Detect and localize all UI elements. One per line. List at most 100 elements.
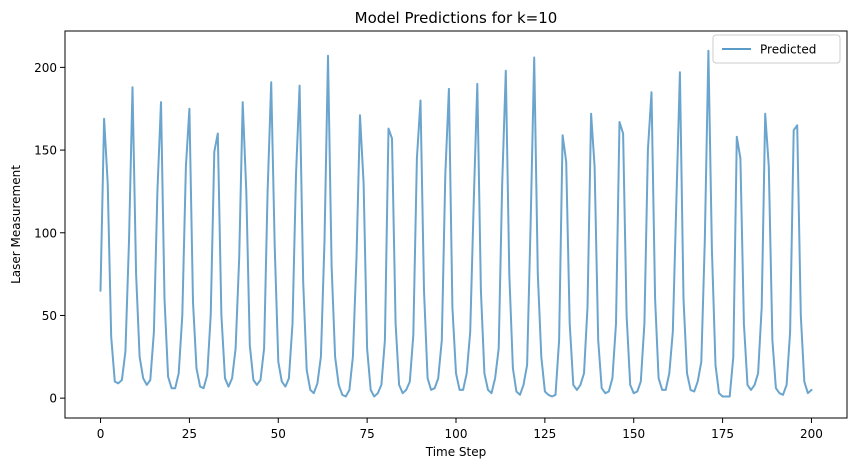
data-point-159 bbox=[665, 389, 667, 391]
data-point-33 bbox=[217, 133, 219, 135]
data-point-7 bbox=[125, 351, 127, 353]
data-point-140 bbox=[597, 339, 599, 341]
data-point-6 bbox=[121, 379, 123, 381]
data-point-44 bbox=[256, 384, 258, 386]
data-point-18 bbox=[164, 298, 166, 300]
data-point-36 bbox=[228, 386, 230, 388]
data-point-194 bbox=[789, 331, 791, 333]
data-point-102 bbox=[462, 389, 464, 391]
x-tick-label: 25 bbox=[182, 427, 197, 441]
data-point-191 bbox=[779, 392, 781, 394]
data-point-23 bbox=[182, 315, 184, 317]
data-point-175 bbox=[722, 396, 724, 398]
data-point-156 bbox=[654, 298, 656, 300]
x-tick-label: 0 bbox=[97, 427, 105, 441]
data-point-13 bbox=[146, 384, 148, 386]
data-point-65 bbox=[331, 265, 333, 267]
data-point-152 bbox=[640, 381, 642, 383]
data-point-53 bbox=[288, 378, 290, 380]
data-point-185 bbox=[757, 373, 759, 375]
data-point-173 bbox=[715, 364, 717, 366]
data-point-93 bbox=[430, 389, 432, 391]
data-point-193 bbox=[786, 384, 788, 386]
data-point-116 bbox=[512, 368, 514, 370]
data-point-39 bbox=[238, 257, 240, 259]
data-point-45 bbox=[260, 379, 262, 381]
data-point-62 bbox=[320, 356, 322, 358]
data-point-131 bbox=[565, 161, 567, 163]
data-point-84 bbox=[398, 384, 400, 386]
data-point-75 bbox=[366, 348, 368, 350]
data-point-166 bbox=[690, 389, 692, 391]
data-point-85 bbox=[402, 392, 404, 394]
predicted-series-line bbox=[99, 49, 813, 398]
x-tick-label: 50 bbox=[271, 427, 286, 441]
data-point-195 bbox=[793, 129, 795, 131]
data-point-56 bbox=[299, 85, 301, 87]
data-point-145 bbox=[615, 323, 617, 325]
y-tick-label: 0 bbox=[49, 392, 57, 406]
data-point-1 bbox=[103, 118, 105, 120]
data-point-162 bbox=[676, 199, 678, 201]
data-point-153 bbox=[644, 323, 646, 325]
data-point-49 bbox=[274, 245, 276, 247]
data-point-19 bbox=[167, 376, 169, 378]
data-point-4 bbox=[114, 381, 116, 383]
data-point-122 bbox=[533, 57, 535, 59]
data-point-132 bbox=[569, 323, 571, 325]
data-point-147 bbox=[622, 133, 624, 135]
data-point-14 bbox=[150, 379, 152, 381]
data-point-192 bbox=[782, 394, 784, 396]
data-point-103 bbox=[466, 373, 468, 375]
data-point-124 bbox=[541, 356, 543, 358]
data-point-87 bbox=[409, 381, 411, 383]
data-point-133 bbox=[573, 384, 575, 386]
chart-title: Model Predictions for k=10 bbox=[355, 9, 558, 27]
data-point-186 bbox=[761, 306, 763, 308]
data-point-120 bbox=[526, 364, 528, 366]
data-point-51 bbox=[281, 381, 283, 383]
data-point-58 bbox=[306, 369, 308, 371]
y-tick-label: 100 bbox=[34, 226, 57, 240]
data-point-64 bbox=[327, 55, 329, 57]
data-point-113 bbox=[501, 182, 503, 184]
data-point-26 bbox=[192, 301, 194, 303]
data-point-188 bbox=[768, 166, 770, 168]
y-tick-label: 50 bbox=[42, 309, 57, 323]
y-axis-ticks: 0 50 100 150 200 bbox=[34, 61, 65, 406]
data-point-130 bbox=[562, 134, 564, 136]
data-point-180 bbox=[740, 158, 742, 160]
data-point-174 bbox=[718, 392, 720, 394]
data-point-117 bbox=[516, 391, 518, 393]
data-point-99 bbox=[452, 306, 454, 308]
data-point-115 bbox=[509, 273, 511, 275]
data-point-5 bbox=[118, 382, 120, 384]
data-point-90 bbox=[420, 100, 422, 102]
data-point-142 bbox=[604, 392, 606, 394]
data-point-144 bbox=[612, 378, 614, 380]
data-point-88 bbox=[413, 335, 415, 337]
data-point-50 bbox=[277, 361, 279, 363]
data-point-127 bbox=[551, 396, 553, 398]
data-point-22 bbox=[178, 373, 180, 375]
data-point-161 bbox=[672, 331, 674, 333]
data-point-46 bbox=[263, 348, 265, 350]
data-point-96 bbox=[441, 339, 443, 341]
data-point-30 bbox=[206, 374, 208, 376]
data-point-68 bbox=[341, 394, 343, 396]
y-tick-label: 200 bbox=[34, 61, 57, 75]
data-point-155 bbox=[651, 91, 653, 93]
x-tick-label: 200 bbox=[800, 427, 823, 441]
data-point-165 bbox=[686, 373, 688, 375]
data-point-52 bbox=[285, 386, 287, 388]
data-point-54 bbox=[292, 323, 294, 325]
data-point-66 bbox=[334, 356, 336, 358]
data-point-138 bbox=[590, 113, 592, 115]
data-point-38 bbox=[235, 348, 237, 350]
data-point-57 bbox=[302, 282, 304, 284]
data-point-129 bbox=[558, 339, 560, 341]
data-point-97 bbox=[445, 174, 447, 176]
data-point-160 bbox=[668, 373, 670, 375]
data-point-11 bbox=[139, 356, 141, 358]
data-point-100 bbox=[455, 373, 457, 375]
